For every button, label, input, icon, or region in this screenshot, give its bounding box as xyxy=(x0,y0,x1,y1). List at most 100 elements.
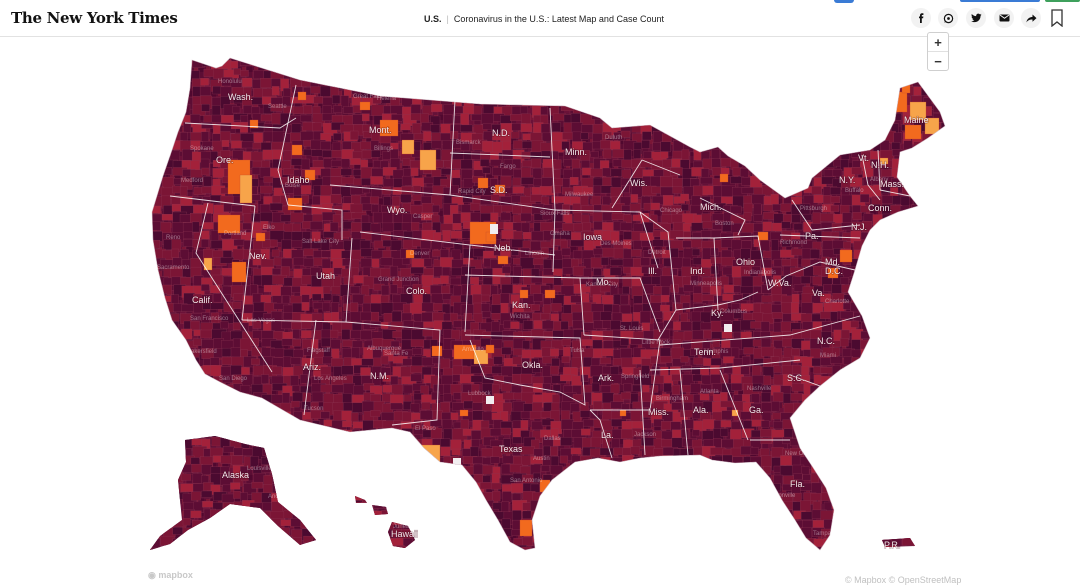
county-cell xyxy=(193,338,202,346)
county-cell xyxy=(512,356,522,365)
county-cell xyxy=(821,141,837,149)
county-cell xyxy=(740,68,753,80)
county-cell xyxy=(643,475,652,487)
county-cell xyxy=(910,58,921,64)
county-cell xyxy=(152,391,164,405)
county-cell xyxy=(301,330,312,339)
zoom-in-button[interactable]: + xyxy=(934,34,942,50)
county-cell xyxy=(663,258,672,267)
county-cell xyxy=(871,176,881,185)
county-cell xyxy=(423,61,432,73)
county-cell xyxy=(301,158,310,170)
nyt-logo[interactable]: The New York Times xyxy=(11,9,178,27)
county-cell xyxy=(270,348,285,358)
county-cell xyxy=(872,473,885,482)
state-label: W.Va. xyxy=(768,278,791,288)
county-cell xyxy=(681,95,693,104)
county-cell xyxy=(193,557,207,563)
county-cell xyxy=(873,420,886,433)
bookmark-icon[interactable] xyxy=(1051,9,1063,27)
county-cell xyxy=(270,103,283,112)
county-cell xyxy=(420,473,431,481)
county-cell xyxy=(429,474,442,488)
county-cell xyxy=(912,437,927,447)
share-icon[interactable] xyxy=(1021,8,1041,28)
county-cell xyxy=(201,284,210,292)
county-cell xyxy=(911,249,927,262)
county-cell xyxy=(761,346,776,357)
county-cell xyxy=(280,402,291,413)
county-cell xyxy=(913,384,927,398)
state-label: Kan. xyxy=(512,300,531,310)
county-cell xyxy=(812,87,827,96)
county-cell xyxy=(870,457,881,469)
state-label: Hawaii xyxy=(391,529,418,539)
county-cell xyxy=(561,141,570,151)
county-cell xyxy=(701,140,710,148)
county-cell xyxy=(221,403,231,411)
county-cell xyxy=(390,59,400,67)
county-cell xyxy=(910,491,921,502)
county-cell xyxy=(920,518,929,526)
county-cell xyxy=(533,86,548,96)
no-data-county xyxy=(453,458,461,466)
county-cell xyxy=(150,70,158,83)
twitter-icon[interactable] xyxy=(966,8,986,28)
county-cell xyxy=(931,545,941,550)
zoom-out-button[interactable]: − xyxy=(928,51,948,70)
county-cell xyxy=(881,68,892,81)
no-data-county xyxy=(724,324,732,332)
county-cell xyxy=(630,70,641,78)
county-cell xyxy=(630,249,641,257)
county-cell xyxy=(932,383,945,397)
county-cell xyxy=(171,339,187,349)
county-cell xyxy=(260,114,273,122)
city-label: Bakersfield xyxy=(187,349,217,355)
top-accent-button[interactable] xyxy=(960,0,1040,2)
county-cell xyxy=(870,130,884,142)
county-cell xyxy=(372,438,384,450)
county-cell xyxy=(840,61,852,70)
county-cell xyxy=(603,536,612,547)
county-cell xyxy=(733,492,749,502)
whatsapp-icon[interactable] xyxy=(938,8,958,28)
county-cell xyxy=(320,411,330,419)
county-cell xyxy=(373,483,383,495)
county-cell xyxy=(300,69,315,82)
section-label[interactable]: U.S. xyxy=(424,14,442,24)
county-cell xyxy=(220,58,231,62)
county-cell xyxy=(412,347,422,355)
county-cell xyxy=(841,455,854,465)
facebook-icon[interactable] xyxy=(911,8,931,28)
county-cell xyxy=(782,518,794,530)
county-cell xyxy=(690,103,703,116)
county-cell xyxy=(562,528,572,538)
county-cell xyxy=(811,456,822,464)
county-cell xyxy=(902,277,912,291)
county-cell xyxy=(222,484,232,493)
county-cell xyxy=(680,410,694,418)
county-cell xyxy=(861,401,874,411)
city-label: Albuquerque xyxy=(367,346,402,352)
county-cell xyxy=(560,437,573,446)
county-cell xyxy=(191,547,206,550)
county-cell xyxy=(232,519,248,533)
county-cell xyxy=(603,148,612,159)
mapbox-logo[interactable]: ◉ mapbox xyxy=(148,570,193,581)
county-cell xyxy=(321,536,332,544)
county-cell xyxy=(891,418,901,431)
county-cell xyxy=(430,419,442,427)
county-cell xyxy=(862,446,876,457)
county-cell xyxy=(782,338,793,347)
county-cell xyxy=(813,95,826,106)
county-cell xyxy=(941,348,945,355)
county-cell xyxy=(852,535,862,547)
county-cell xyxy=(723,473,732,484)
county-cell xyxy=(860,194,870,203)
map-attribution[interactable]: © Mapbox © OpenStreetMap xyxy=(845,575,962,585)
email-icon[interactable] xyxy=(994,8,1014,28)
county-cell xyxy=(923,412,938,426)
county-cell xyxy=(760,303,773,315)
county-cell xyxy=(892,529,906,538)
